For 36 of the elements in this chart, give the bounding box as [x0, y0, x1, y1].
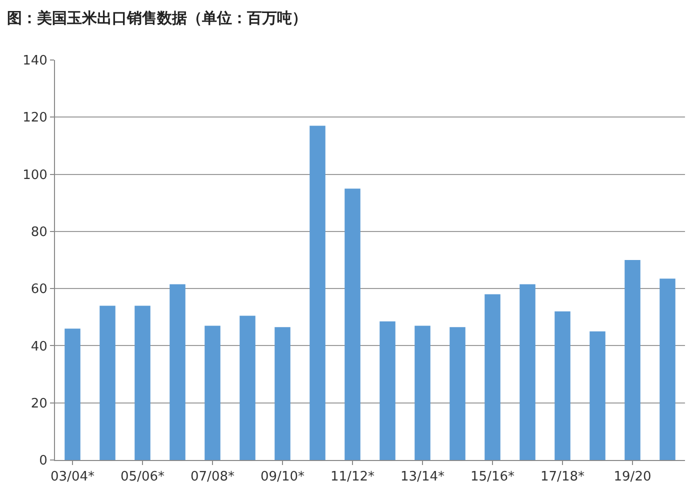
y-tick-label: 40 — [30, 339, 48, 354]
x-tick-label: 11/12* — [330, 470, 375, 485]
y-tick-label: 120 — [22, 110, 48, 126]
bar — [624, 260, 640, 460]
y-tick-label: 140 — [22, 54, 48, 69]
bar — [274, 327, 290, 460]
x-tick-label: 07/08* — [190, 470, 235, 485]
y-tick-label: 60 — [30, 282, 48, 298]
chart-title: 图：美国玉米出口销售数据（单位：百万吨） — [7, 9, 307, 27]
y-tick-label: 100 — [22, 168, 48, 183]
bar — [310, 126, 326, 460]
x-tick-label: 15/16* — [470, 470, 515, 485]
bar — [204, 326, 220, 460]
x-tick-label: 17/18* — [540, 470, 585, 485]
bar — [240, 316, 256, 460]
bar — [660, 278, 676, 460]
bar — [170, 284, 186, 460]
bar — [414, 326, 430, 460]
x-tick-label: 09/10* — [260, 470, 305, 485]
y-tick-label: 80 — [30, 224, 48, 240]
x-tick-label: 05/06* — [120, 470, 165, 485]
bar — [64, 328, 80, 460]
y-tick-label: 20 — [30, 396, 48, 412]
x-tick-label: 03/04* — [50, 470, 95, 485]
bar — [344, 188, 360, 460]
bar — [134, 306, 150, 460]
x-tick-label: 13/14* — [400, 470, 445, 485]
y-tick-label: 0 — [39, 454, 48, 469]
x-tick-label: 19/20 — [614, 470, 652, 485]
bar — [450, 327, 466, 460]
bar — [484, 294, 500, 460]
bar — [554, 311, 570, 460]
bar — [520, 284, 536, 460]
bar — [100, 306, 116, 460]
bar — [380, 321, 396, 460]
bar — [590, 331, 606, 460]
